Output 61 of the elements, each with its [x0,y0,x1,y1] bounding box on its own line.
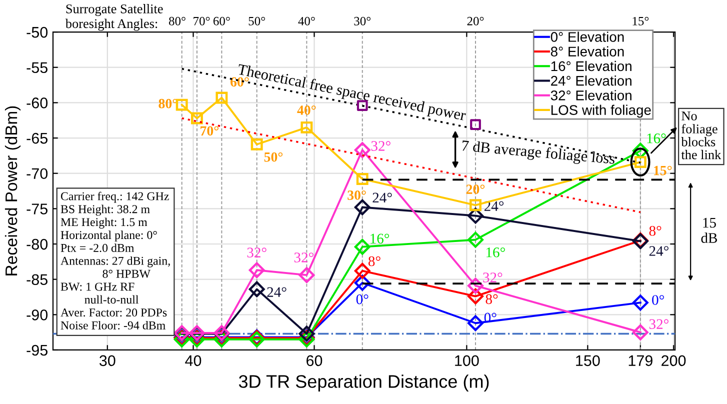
annotation: 0° [652,295,664,305]
y-tick-label: -90 [26,310,48,320]
legend-label: LOS with foliage [551,104,651,118]
y-tick-label: -75 [26,204,48,214]
annotation: 20° [466,184,485,194]
annotation: 0° [356,294,368,304]
text: 70° [194,16,210,26]
annotation: 70° [200,126,219,136]
annotation: 8° [486,294,498,304]
y-tick-label: -65 [26,132,48,144]
annotation: 16° [370,234,390,244]
y-tick-label: -55 [26,62,48,74]
legend-label: 16° Elevation [551,60,632,72]
annotation: 8° [368,256,380,266]
text: 15 dB [701,218,718,243]
annotation: 24° [372,192,392,202]
text: 40° [298,16,315,26]
y-tick-label: -70 [26,168,48,180]
text: 20° [467,16,484,26]
text: Carrier freq.: 142 GHz BS Height: 38.2 m ME Height: 1.5 m Horizontal plane: 0° Ptx = -2.0 dBm Antennas: 27 dBi gain, 8° HPBW BW: 1 GHz RF null-to-null Aver. Factor: 20 PDPs Noise Floor: -94 dBm [60,192,170,330]
annotation: 32° [294,252,314,262]
x-tick-label: 150 [576,355,600,366]
y-tick-label: -60 [26,98,48,108]
y-tick-label: -85 [26,274,48,286]
text: 80° [168,16,186,26]
x-axis-title: 3D TR Separation Distance (m) [238,374,489,392]
annotation: 32° [483,272,502,282]
annotation: 7 dB average foliage loss [462,140,616,168]
annotation: 32° [649,319,668,330]
text: 60° [213,16,230,26]
legend-label: 8° Elevation [550,46,624,57]
text: No foliage blocks the link [681,112,722,160]
annotation: 32° [371,141,390,151]
annotation: 40° [297,106,316,115]
annotation: 15° [654,166,672,176]
annotation: 24° [649,246,668,256]
text: 30° [354,16,371,26]
legend-label: 0° Elevation [550,32,624,42]
x-tick-label: 40 [185,355,202,366]
y-tick-label: -80 [26,238,48,250]
x-tick-label: 200 [662,355,686,366]
x-tick-label: 60 [306,355,322,366]
text: 50° [248,16,265,26]
text: 15° [632,16,649,26]
legend-label: 24° Elevation [551,76,632,86]
annotation: 16° [647,133,666,144]
text: Surrogate Satellite boresight Angles: [65,4,163,31]
annotation: 32° [247,248,266,258]
y-axis-title: Received Power (dBm) [4,106,20,276]
legend-label: 32° Elevation [550,90,632,100]
x-tick-label: 179 [628,355,652,366]
annotation: 50° [264,152,283,162]
x-tick-label: 100 [455,355,479,366]
annotation: 16° [486,247,505,258]
annotation: 8° [649,226,662,236]
annotation: 80° [158,98,178,108]
y-tick-label: -50 [26,26,48,38]
annotation: 30° [348,190,366,200]
x-tick-label: 30 [99,355,116,366]
annotation: 24° [267,287,286,297]
y-tick-label: -95 [26,344,48,356]
